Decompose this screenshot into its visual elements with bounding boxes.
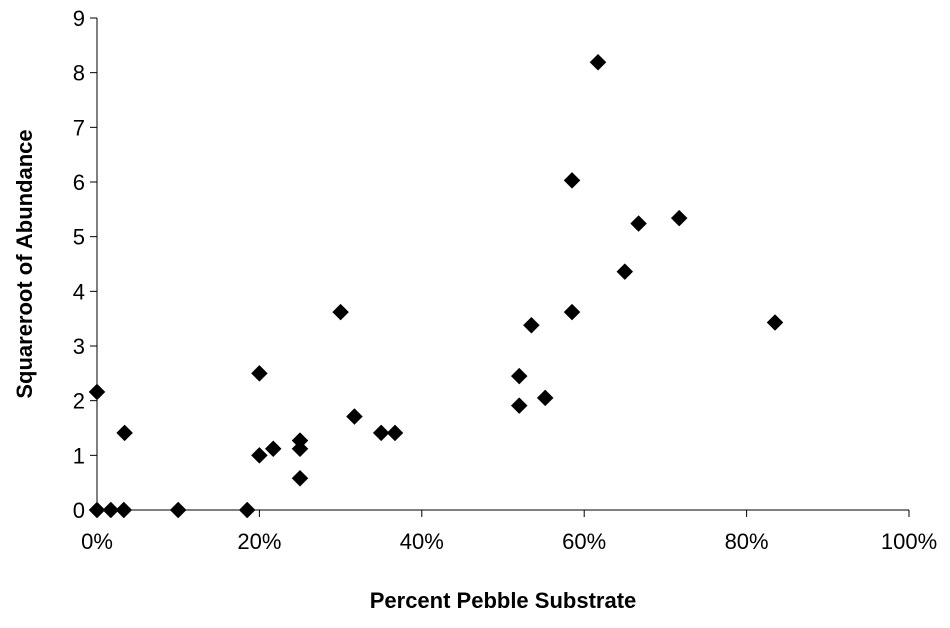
data-point	[523, 316, 540, 334]
y-tick-label: 2	[73, 389, 85, 414]
x-tick-label: 40%	[400, 529, 444, 554]
data-point	[589, 53, 607, 71]
data-point	[536, 389, 554, 407]
y-axis-ticks: 0 1 2 3 4 5 6 7 8 9	[73, 6, 97, 523]
x-tick-label: 80%	[725, 529, 769, 554]
data-point	[563, 303, 581, 321]
x-axis-title: Percent Pebble Substrate	[370, 588, 637, 613]
data-point	[291, 432, 309, 449]
data-point	[346, 408, 363, 425]
data-point	[102, 501, 120, 519]
x-tick-label: 60%	[562, 529, 606, 554]
y-axis-title: Squareroot of Abundance	[12, 129, 37, 398]
data-point	[510, 397, 528, 414]
data-point	[116, 424, 133, 442]
data-point	[88, 501, 106, 519]
y-tick-label: 4	[73, 279, 85, 304]
data-point	[264, 440, 282, 458]
data-point	[88, 383, 106, 401]
data-point	[386, 424, 404, 442]
data-point	[766, 314, 784, 331]
axes: 0 1 2 3 4 5 6 7 8 9 0% 20% 40% 60% 80% 100%	[73, 6, 937, 554]
data-point	[251, 364, 268, 382]
data-point	[630, 215, 647, 232]
data-point	[115, 501, 133, 519]
y-tick-label: 6	[73, 170, 85, 195]
y-tick-label: 8	[73, 61, 85, 86]
x-tick-label: 100%	[881, 529, 937, 554]
x-tick-label: 20%	[237, 529, 281, 554]
data-point	[291, 469, 309, 487]
data-point	[169, 501, 187, 519]
y-tick-label: 7	[73, 115, 85, 140]
y-tick-label: 5	[73, 225, 85, 250]
x-tick-label: 0%	[81, 529, 113, 554]
y-tick-label: 0	[73, 498, 85, 523]
data-point	[238, 501, 256, 519]
y-tick-label: 9	[73, 6, 85, 31]
y-tick-label: 3	[73, 334, 85, 359]
data-points	[88, 53, 784, 519]
y-tick-label: 1	[73, 443, 85, 468]
data-point	[563, 172, 581, 189]
data-point	[670, 209, 688, 227]
data-point	[332, 303, 349, 321]
data-point	[251, 446, 268, 464]
x-axis-ticks: 0% 20% 40% 60% 80% 100%	[81, 510, 937, 554]
data-point	[616, 263, 634, 281]
data-point	[510, 367, 528, 385]
data-point	[372, 424, 390, 442]
